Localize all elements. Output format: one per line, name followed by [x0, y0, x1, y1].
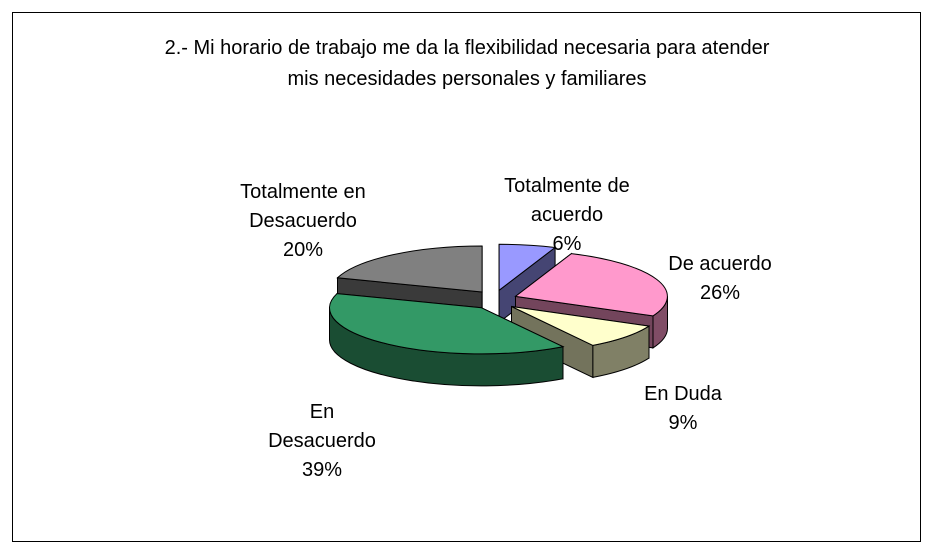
slice — [336, 245, 483, 293]
category-label: Totalmente de acuerdo — [504, 175, 630, 226]
category-label: En Desacuerdo — [268, 401, 376, 452]
category-label: En Duda — [644, 383, 722, 405]
slice — [498, 243, 557, 292]
page: 2.- Mi horario de trabajo me da la flexi… — [12, 12, 921, 542]
slice — [514, 253, 668, 317]
data-label: En Desacuerdo 39% — [263, 398, 381, 485]
slice — [511, 306, 651, 346]
data-label: En Duda 9% — [623, 380, 743, 438]
category-label: De acuerdo — [668, 253, 772, 275]
chart — [328, 243, 668, 387]
data-label: Totalmente en Desacuerdo 20% — [231, 178, 376, 265]
chart-title: 2.- Mi horario de trabajo me da la flexi… — [164, 37, 770, 90]
category-label: Totalmente en Desacuerdo — [240, 181, 366, 232]
value-label: 6% — [552, 233, 582, 255]
data-label: De acuerdo 26% — [640, 250, 800, 308]
slice — [329, 293, 565, 355]
data-label: Totalmente de acuerdo 6% — [492, 172, 642, 259]
value-label: 9% — [668, 412, 698, 434]
value-label: 26% — [699, 282, 741, 304]
value-label: 20% — [282, 239, 324, 261]
value-label: 39% — [301, 459, 343, 481]
